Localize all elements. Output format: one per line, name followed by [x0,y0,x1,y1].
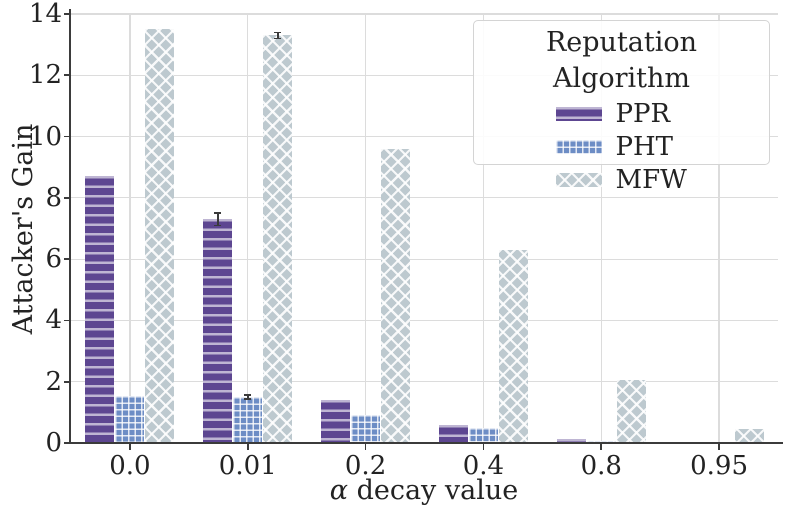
gridline-horizontal-2 [71,381,778,383]
gridline-horizontal-10 [71,135,778,138]
errorbar-cap-bottom-mfw-0.01 [274,37,282,40]
legend-swatch-mfw [555,172,602,187]
y-tick-label-2: 2 [45,366,62,397]
x-tickmark-0.95 [718,443,720,450]
gridline-vertical-0.4 [482,14,484,443]
gridline-horizontal-14 [71,13,778,15]
bar-pht-0.2 [351,415,381,443]
errorbar-ppr-0.01 [216,213,219,226]
legend-label-ppr: PPR [615,98,671,129]
errorbar-mfw-0.01 [276,32,279,39]
errorbar-cap-top-pht-0.01 [244,394,252,396]
y-tickmark-12 [64,74,71,77]
errorbar-cap-top-ppr-0.01 [214,212,222,214]
x-tickmark-0.0 [129,443,131,450]
y-tick-label-8: 8 [45,182,62,213]
x-tick-label-0.8: 0.8 [580,451,622,481]
bar-mfw-0.95 [734,429,764,443]
legend-item-mfw: MFW [474,163,769,196]
y-tickmark-6 [64,258,71,261]
x-tick-label-0.2: 0.2 [344,451,387,481]
legend-item-pht: PHT [474,130,769,163]
x-tickmark-0.2 [364,443,367,450]
x-tickmark-0.4 [482,443,485,450]
bar-mfw-0.0 [145,29,175,443]
legend-swatch-pht [555,139,602,154]
bar-pht-0.01 [233,397,263,443]
bar-ppr-0.8 [556,439,586,443]
y-tickmark-14 [64,13,71,15]
y-tickmark-4 [64,319,71,322]
bar-pht-0.0 [115,395,145,443]
y-tickmark-8 [64,196,71,199]
errorbar-cap-top-mfw-0.01 [274,31,282,34]
gridline-horizontal-4 [71,319,778,322]
y-tick-label-12: 12 [28,60,62,91]
bar-pht-0.4 [468,427,498,443]
x-tick-label-0.95: 0.95 [690,451,749,481]
legend-title: Reputation Algorithm [545,27,698,94]
legend: Reputation Algorithm PPR PHT MFW [473,20,770,195]
x-axis-spine [69,442,784,445]
x-tick-label-0.4: 0.4 [462,451,505,481]
y-tick-label-4: 4 [45,305,62,336]
gridline-vertical-0.01 [247,14,249,443]
y-tick-label-10: 10 [28,121,62,152]
plot-area [71,13,778,443]
bar-mfw-0.01 [263,35,293,443]
bar-ppr-0.01 [203,219,233,443]
bar-mfw-0.8 [616,380,646,443]
y-tickmark-2 [64,380,71,383]
gridline-vertical-0.2 [364,14,367,443]
bar-ppr-0.2 [321,400,351,443]
errorbar-cap-bottom-pht-0.01 [244,398,252,400]
x-tick-label-0.01: 0.01 [218,451,277,481]
gridline-horizontal-6 [71,258,778,260]
legend-item-ppr: PPR [474,97,769,130]
x-tick-label-0.0: 0.0 [109,451,151,481]
legend-swatch-ppr [555,106,602,121]
x-tickmark-0.01 [246,443,249,450]
y-tick-label-6: 6 [45,244,62,275]
legend-label-pht: PHT [615,131,674,162]
y-tick-label-14: 14 [28,0,62,29]
x-tickmark-0.8 [600,443,603,450]
gridline-vertical-0.8 [600,14,602,443]
bar-mfw-0.2 [381,148,411,443]
bar-mfw-0.4 [498,249,528,443]
errorbar-cap-bottom-ppr-0.01 [214,224,222,227]
errorbar-pht-0.01 [246,395,249,399]
alpha-symbol: α [329,475,348,506]
bar-pht-0.8 [586,440,616,443]
x-axis-label: α decay value [329,475,519,506]
gridline-horizontal-8 [71,197,778,199]
gridline-horizontal-12 [71,74,778,76]
y-tick-label-0: 0 [45,428,62,458]
legend-label-mfw: MFW [615,164,687,195]
y-tickmark-0 [64,442,71,444]
bar-ppr-0.0 [85,176,115,443]
gridline-vertical-0.95 [718,14,720,443]
y-axis-spine [69,9,72,444]
bar-ppr-0.4 [438,424,468,443]
gridline-vertical-0.0 [129,14,131,443]
y-tickmark-10 [64,135,71,138]
